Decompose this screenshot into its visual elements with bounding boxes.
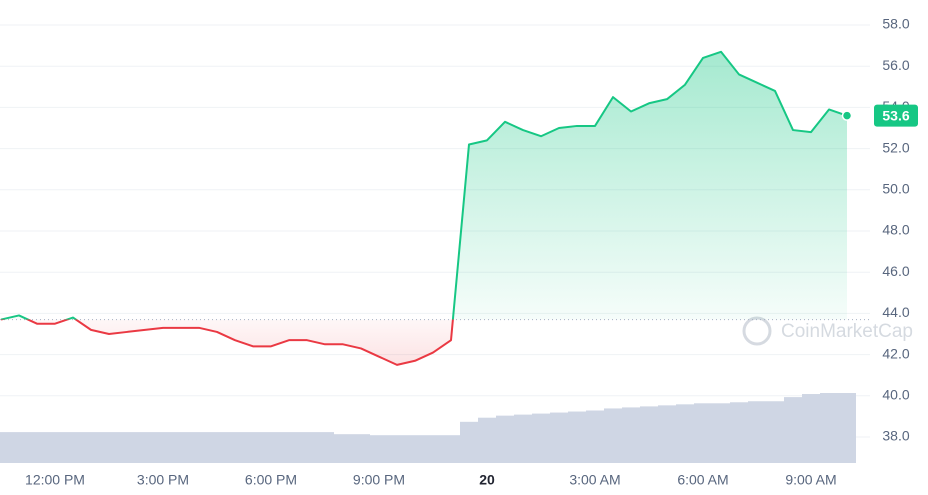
volume-bar — [604, 408, 622, 463]
y-tick-label: 50.0 — [882, 181, 909, 197]
watermark-logo — [742, 316, 772, 346]
volume-bar — [100, 432, 118, 463]
price-badge-label: 53.6 — [882, 107, 909, 123]
y-tick-label: 44.0 — [882, 304, 909, 320]
x-tick-label: 20 — [479, 472, 495, 488]
price-badge — [874, 104, 918, 127]
volume-bar — [622, 407, 640, 463]
volume-bar — [424, 435, 442, 463]
y-tick-label: 46.0 — [882, 263, 909, 279]
volume-bar — [640, 406, 658, 463]
volume-bar — [568, 411, 586, 463]
x-tick-label: 6:00 AM — [677, 472, 728, 488]
area — [1, 51, 847, 365]
y-tick-label: 56.0 — [882, 57, 909, 73]
volume-bar — [532, 413, 550, 463]
volume-bar — [442, 435, 460, 463]
volume-bar — [118, 432, 136, 463]
volume-bar — [730, 402, 748, 463]
x-tick-label: 12:00 PM — [25, 472, 85, 488]
volume-bar — [514, 414, 532, 463]
volume-bar — [82, 432, 100, 463]
last-point — [841, 110, 853, 121]
volume-bar — [262, 432, 280, 463]
volume-bar — [280, 432, 298, 463]
volume-bar — [460, 421, 478, 463]
y-tick-label: 42.0 — [882, 345, 909, 361]
y-tick-label: 40.0 — [882, 387, 909, 403]
volume-bar — [46, 432, 64, 463]
volume-bar — [784, 397, 802, 463]
volume-bar — [226, 432, 244, 463]
volume-bar — [334, 434, 352, 463]
volume-bar — [64, 432, 82, 463]
volume-bar — [838, 393, 856, 463]
x-tick-label: 3:00 AM — [569, 472, 620, 488]
x-tick-label: 6:00 PM — [245, 472, 297, 488]
volume-bar — [352, 434, 370, 463]
volume-bar — [388, 435, 406, 463]
volume-bar — [406, 435, 424, 463]
volume-bar — [0, 432, 10, 463]
volume-bar — [172, 432, 190, 463]
volume-bar — [820, 393, 838, 463]
watermark: CoinMarketCap — [742, 316, 913, 346]
volume-bar — [154, 432, 172, 463]
volume-bar — [802, 394, 820, 463]
volume-bar — [316, 432, 334, 463]
volume-bar — [208, 432, 226, 463]
x-tick-label: 9:00 PM — [353, 472, 405, 488]
volume-bar — [28, 432, 46, 463]
volume-bar — [586, 410, 604, 463]
x-tick-label: 9:00 AM — [785, 472, 836, 488]
volume-bar — [676, 404, 694, 463]
volume-bar — [244, 432, 262, 463]
watermark-text: CoinMarketCap — [781, 321, 913, 342]
volume-bar — [136, 432, 154, 463]
volume-bar — [766, 401, 784, 463]
y-tick-label: 52.0 — [882, 139, 909, 155]
volume-bar — [370, 435, 388, 463]
volume-bar — [658, 405, 676, 463]
x-tick-label: 3:00 PM — [137, 472, 189, 488]
y-tick-label: 58.0 — [882, 16, 909, 32]
volume-bar — [694, 403, 712, 463]
volume-bar — [496, 415, 514, 463]
volume-bar — [712, 403, 730, 463]
volume-bar — [10, 432, 28, 463]
y-tick-label: 38.0 — [882, 428, 909, 444]
price-line — [0, 50, 848, 366]
volume-bar — [478, 417, 496, 463]
volume-bar — [190, 432, 208, 463]
y-tick-label: 48.0 — [882, 222, 909, 238]
volume-bar — [298, 432, 316, 463]
volume-bar — [550, 412, 568, 463]
volume-bar — [748, 401, 766, 463]
